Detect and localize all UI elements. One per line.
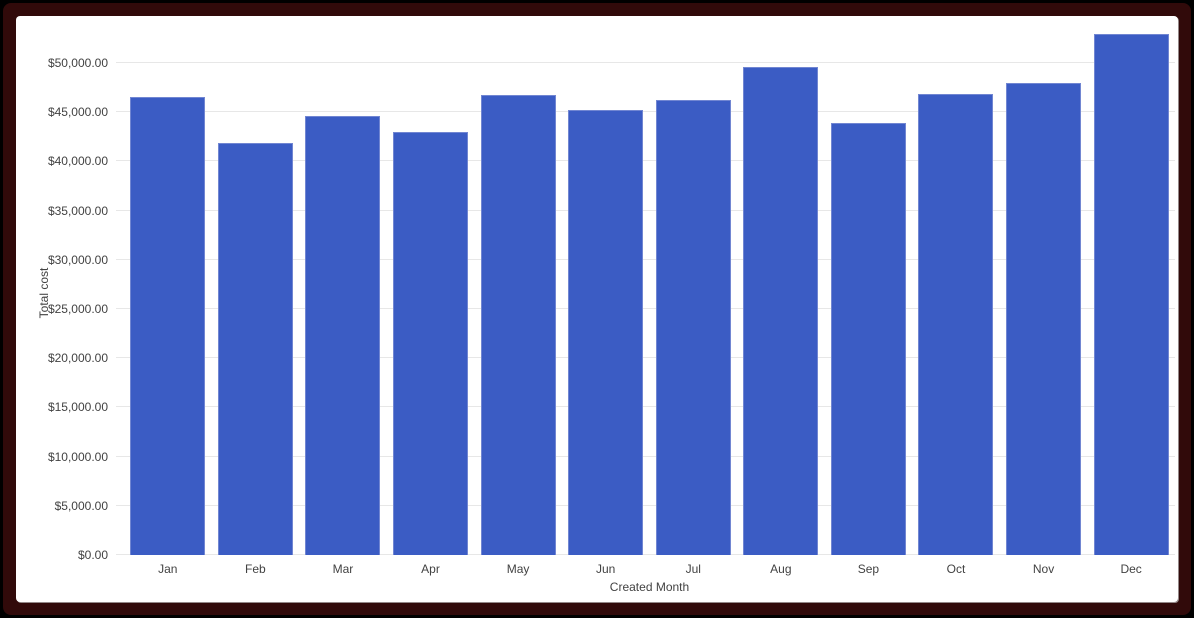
bar-slot xyxy=(649,31,737,555)
frame-border: $0.00 $5,000.00 $10,000.00 $15,000.00 $20,00… xyxy=(3,3,1191,615)
bar-dec xyxy=(1093,34,1169,555)
plot-area xyxy=(124,31,1175,555)
bar-may xyxy=(480,95,556,555)
x-axis-label: Mar xyxy=(332,562,354,576)
gridline xyxy=(116,111,1175,113)
bar-aug xyxy=(743,66,819,555)
gridline xyxy=(116,554,1175,555)
y-axis-label: $15,000.00 xyxy=(47,400,108,415)
gridline xyxy=(116,455,1175,457)
bar-slot xyxy=(124,31,212,555)
bar-slot xyxy=(912,31,1000,555)
x-axis-label: Oct xyxy=(946,562,966,576)
bar-slot xyxy=(299,31,387,555)
gridlines xyxy=(116,31,1175,555)
y-axis-tick-labels: $0.00 $5,000.00 $10,000.00 $15,000.00 $20,00… xyxy=(16,31,108,562)
gridline xyxy=(116,209,1175,211)
bar-nov xyxy=(1006,82,1082,555)
y-axis-label: $25,000.00 xyxy=(47,302,108,316)
gridline xyxy=(116,61,1175,63)
bar-slot xyxy=(387,31,475,555)
gridline xyxy=(116,357,1175,359)
bar-slot xyxy=(562,31,650,555)
gridline xyxy=(116,308,1175,309)
x-axis-label: May xyxy=(506,562,530,576)
x-axis-label: Dec xyxy=(1120,562,1142,576)
bar-jun xyxy=(568,110,644,555)
bar-jul xyxy=(655,100,731,555)
gridline xyxy=(116,504,1175,506)
y-axis-label: $10,000.00 xyxy=(47,449,108,464)
bar-mar xyxy=(305,116,381,555)
x-axis-label: Aug xyxy=(770,562,792,576)
y-axis-label: $20,000.00 xyxy=(47,351,108,366)
bar-slot xyxy=(1000,31,1088,555)
y-axis-label: $45,000.00 xyxy=(47,105,108,120)
x-axis-label: Feb xyxy=(245,562,266,576)
y-axis-label: $30,000.00 xyxy=(47,252,108,267)
bar-feb xyxy=(217,142,293,555)
y-axis-label: $5,000.00 xyxy=(54,498,108,513)
y-axis-label: $40,000.00 xyxy=(47,154,108,169)
bar-sep xyxy=(830,123,906,555)
bar-jan xyxy=(130,97,206,555)
x-axis-label: Apr xyxy=(421,562,440,576)
gridline xyxy=(116,406,1175,408)
x-axis-label: Nov xyxy=(1032,562,1055,576)
gridline xyxy=(116,258,1175,260)
x-axis-label: Sep xyxy=(857,562,880,576)
x-axis-label: Jan xyxy=(158,562,178,576)
x-axis-label: Jul xyxy=(685,562,701,576)
bar-apr xyxy=(393,131,469,555)
chart-card: $0.00 $5,000.00 $10,000.00 $15,000.00 $20,00… xyxy=(16,16,1178,602)
y-axis-title: Total cost xyxy=(37,267,51,319)
x-axis-title: Created Month xyxy=(609,580,690,594)
bar-oct xyxy=(918,93,994,555)
x-axis-tick-labels: Jan Feb Mar Apr May Jun Jul Aug Sep Oct Nov Dec xyxy=(124,562,1175,576)
bar-slot xyxy=(474,31,562,555)
bar-slot xyxy=(737,31,825,555)
y-axis-label: $35,000.00 xyxy=(47,203,108,218)
bar-slot xyxy=(1087,31,1175,555)
gridline xyxy=(116,160,1175,162)
y-axis-label: $0.00 xyxy=(77,548,108,562)
bar-slot xyxy=(212,31,300,555)
y-axis-label: $50,000.00 xyxy=(47,55,108,70)
x-axis-label: Jun xyxy=(596,562,616,576)
bar-slot xyxy=(825,31,913,555)
